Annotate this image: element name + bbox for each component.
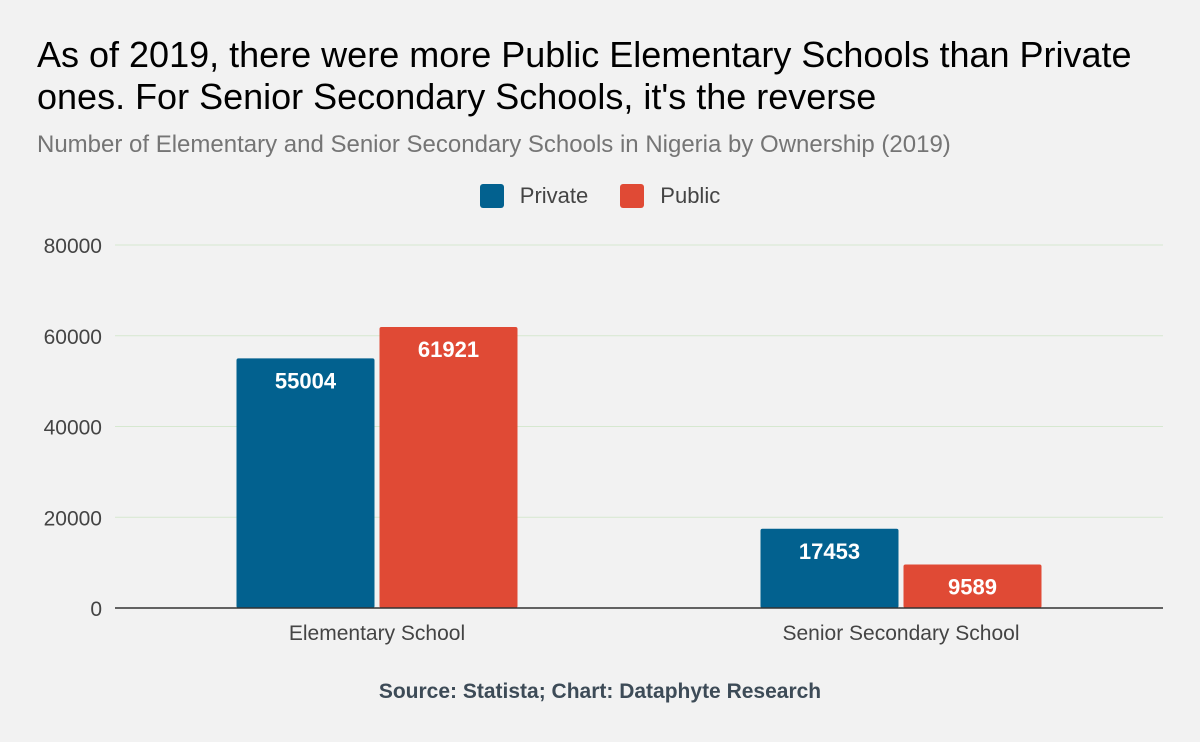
legend-item-private[interactable]: Private: [479, 183, 589, 209]
x-tick-label: Senior Secondary School: [783, 622, 1020, 645]
source-note: Source: Statista; Chart: Dataphyte Resea…: [378, 680, 822, 703]
bar-private-1: [760, 528, 899, 608]
data-label: 17453: [799, 539, 860, 564]
bar-public-0: [379, 327, 518, 608]
y-tick-label: 60000: [44, 326, 102, 349]
chart-title: As of 2019, there were more Public Eleme…: [37, 34, 1132, 117]
legend-label-private: Private: [519, 183, 589, 208]
chart-legend: Private Public: [0, 183, 1200, 209]
y-tick-label: 0: [90, 598, 102, 621]
y-tick-label: 40000: [44, 417, 102, 440]
legend-label-public: Public: [660, 183, 721, 208]
legend-item-public[interactable]: Public: [620, 183, 720, 209]
legend-swatch-private: [479, 184, 504, 208]
x-tick-label: Elementary School: [289, 622, 465, 645]
data-label: 55004: [275, 368, 337, 393]
bar-public-1: [903, 564, 1042, 608]
y-tick-label: 80000: [44, 235, 102, 258]
y-tick-label: 20000: [44, 507, 102, 530]
data-label: 61921: [418, 337, 479, 362]
chart-subtitle: Number of Elementary and Senior Secondar…: [37, 131, 951, 158]
legend-swatch-public: [620, 184, 645, 208]
data-label: 9589: [948, 574, 997, 599]
bar-private-0: [236, 358, 375, 608]
